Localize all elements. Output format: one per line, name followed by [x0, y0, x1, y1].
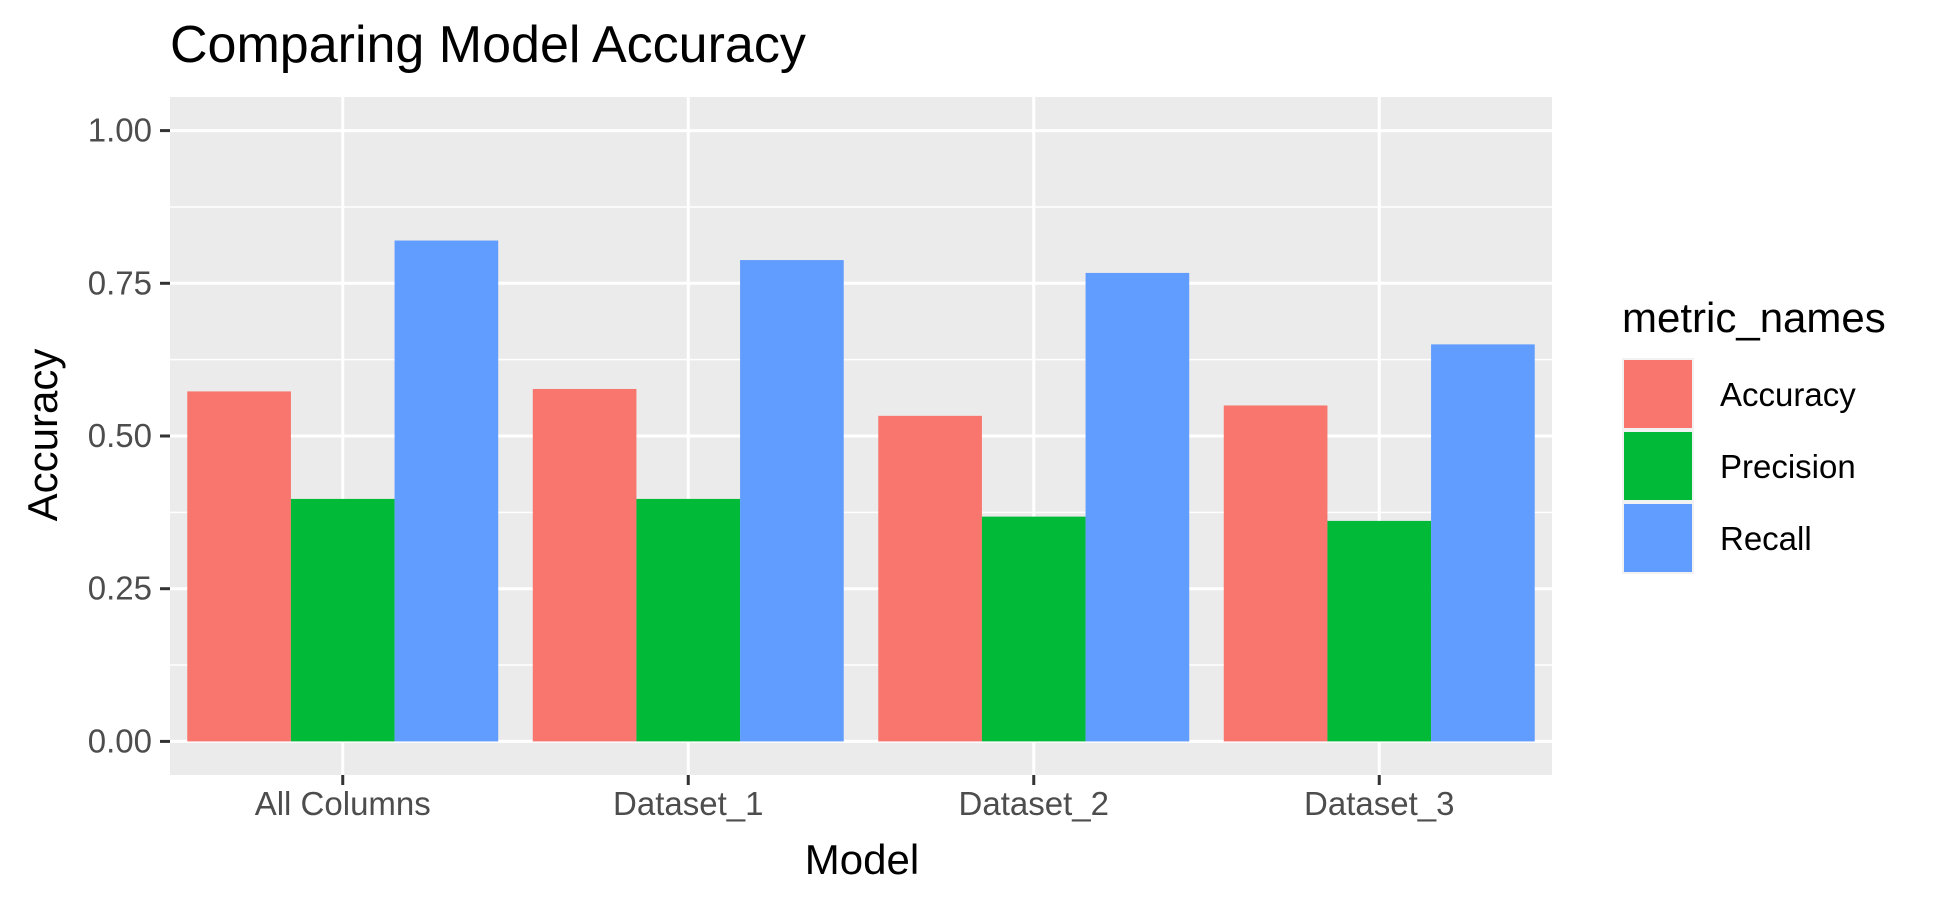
bar-precision-dataset-2 — [981, 516, 1086, 742]
y-axis: 0.00 0.25 0.50 0.75 1.00 — [88, 112, 170, 759]
y-axis-title: Accuracy — [19, 349, 66, 522]
bar-accuracy-dataset-3 — [1223, 405, 1328, 742]
bar-recall-dataset-2 — [1085, 272, 1190, 742]
bar-accuracy-dataset-2 — [878, 415, 982, 742]
x-axis: All Columns Dataset_1 Dataset_2 Dataset_3 — [255, 775, 1454, 822]
bar-recall-dataset-1 — [740, 260, 844, 742]
x-tick-label: Dataset_3 — [1304, 785, 1454, 822]
legend-title: metric_names — [1622, 294, 1886, 341]
legend-key-precision — [1624, 432, 1692, 500]
x-axis-title: Model — [805, 836, 919, 883]
x-tick-label: All Columns — [255, 785, 431, 822]
y-tick-label: 1.00 — [88, 112, 152, 149]
bar-precision-dataset-3 — [1327, 520, 1432, 742]
bar-recall-all-columns — [394, 240, 499, 742]
legend-key-accuracy — [1624, 360, 1692, 428]
bar-precision-all-columns — [290, 498, 395, 742]
legend: metric_names Accuracy Precision Recall — [1622, 294, 1886, 574]
y-tick-label: 0.00 — [88, 722, 152, 759]
bar-accuracy-all-columns — [187, 391, 291, 742]
y-tick-label: 0.75 — [88, 264, 152, 301]
y-tick-label: 0.25 — [88, 570, 152, 607]
legend-label-accuracy: Accuracy — [1720, 376, 1856, 413]
bar-precision-dataset-1 — [636, 498, 741, 742]
legend-label-recall: Recall — [1720, 520, 1812, 557]
y-tick-label: 0.50 — [88, 417, 152, 454]
bars — [187, 240, 1535, 742]
bar-accuracy-dataset-1 — [532, 388, 637, 742]
bar-recall-dataset-3 — [1431, 344, 1535, 742]
legend-key-recall — [1624, 504, 1692, 572]
chart-title: Comparing Model Accuracy — [170, 16, 806, 74]
legend-label-precision: Precision — [1720, 448, 1856, 485]
x-tick-label: Dataset_1 — [613, 785, 763, 822]
x-tick-label: Dataset_2 — [959, 785, 1109, 822]
